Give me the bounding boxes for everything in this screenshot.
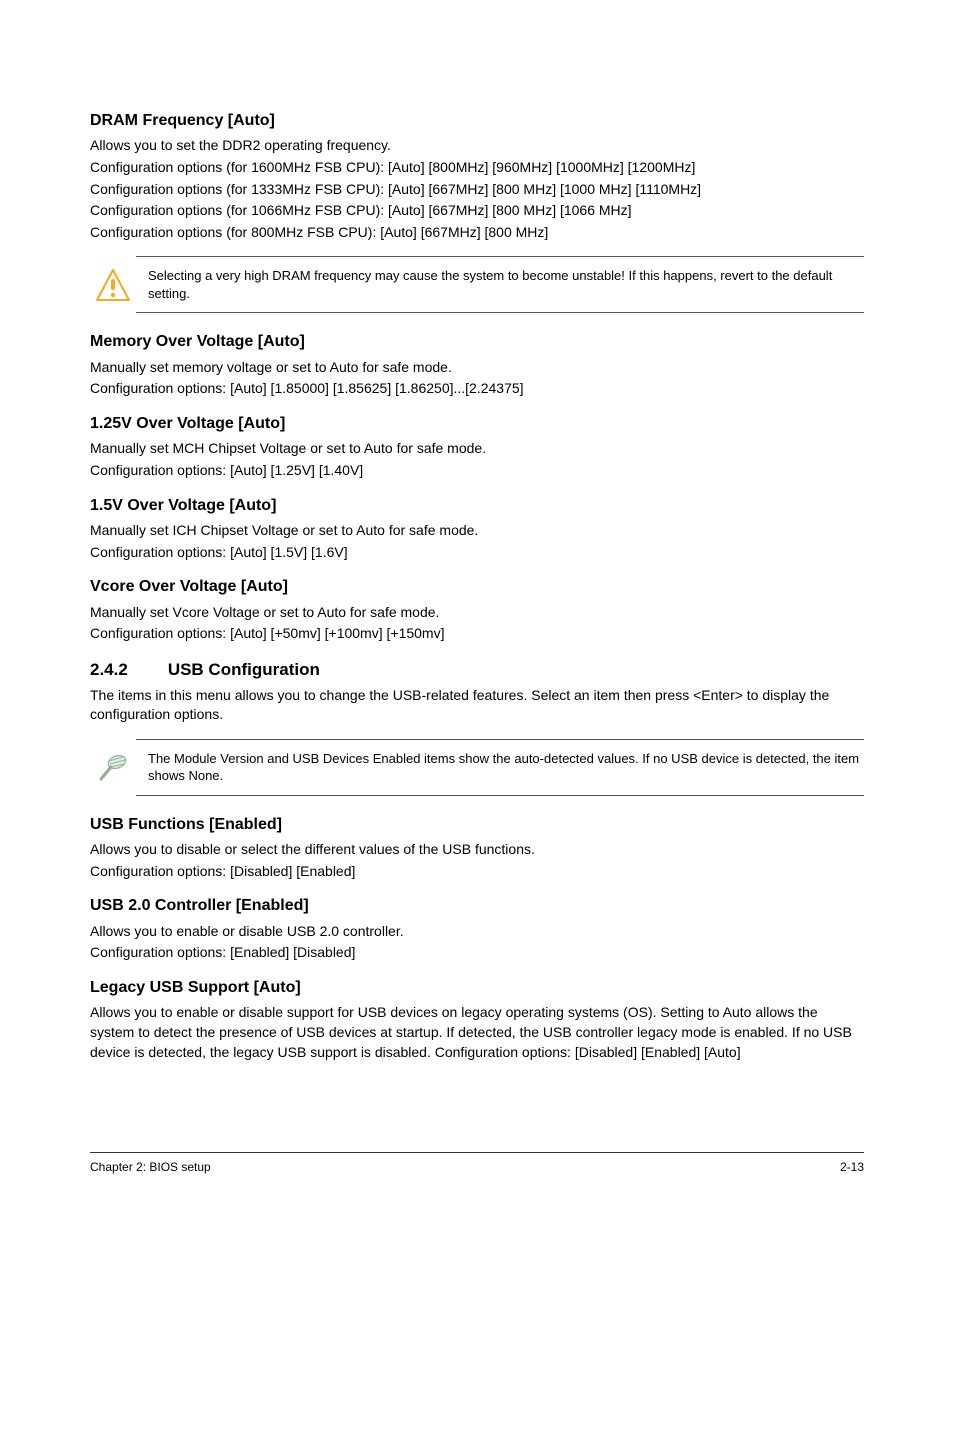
callout-text: The Module Version and USB Devices Enabl…	[136, 739, 864, 796]
callout-warning: Selecting a very high DRAM frequency may…	[90, 256, 864, 313]
body-text: Configuration options: [Enabled] [Disabl…	[90, 943, 864, 963]
body-text: Configuration options (for 1066MHz FSB C…	[90, 201, 864, 221]
body-text: Allows you to enable or disable support …	[90, 1003, 864, 1062]
body-text: Allows you to set the DDR2 operating fre…	[90, 136, 864, 156]
heading-memory-over-voltage: Memory Over Voltage [Auto]	[90, 331, 864, 353]
note-icon	[90, 749, 136, 785]
body-text: Configuration options (for 1600MHz FSB C…	[90, 158, 864, 178]
body-text: Manually set Vcore Voltage or set to Aut…	[90, 603, 864, 623]
callout-note: The Module Version and USB Devices Enabl…	[90, 739, 864, 796]
heading-usb-configuration: 2.4.2 USB Configuration	[90, 658, 864, 682]
body-text: Configuration options: [Auto] [1.85000] …	[90, 379, 864, 399]
footer-page-number: 2-13	[840, 1159, 864, 1176]
body-text: Configuration options (for 800MHz FSB CP…	[90, 223, 864, 243]
body-text: Allows you to enable or disable USB 2.0 …	[90, 922, 864, 942]
heading-15v-over-voltage: 1.5V Over Voltage [Auto]	[90, 495, 864, 517]
body-text: Configuration options: [Auto] [1.25V] [1…	[90, 461, 864, 481]
callout-text: Selecting a very high DRAM frequency may…	[136, 256, 864, 313]
body-text: Manually set ICH Chipset Voltage or set …	[90, 521, 864, 541]
body-text: Configuration options (for 1333MHz FSB C…	[90, 180, 864, 200]
heading-usb-20-controller: USB 2.0 Controller [Enabled]	[90, 895, 864, 917]
heading-vcore-over-voltage: Vcore Over Voltage [Auto]	[90, 576, 864, 598]
body-text: Manually set MCH Chipset Voltage or set …	[90, 439, 864, 459]
body-text: Configuration options: [Auto] [+50mv] [+…	[90, 624, 864, 644]
section-number: 2.4.2	[90, 658, 128, 682]
heading-dram-frequency: DRAM Frequency [Auto]	[90, 110, 864, 132]
warning-icon	[90, 268, 136, 302]
body-text: Configuration options: [Auto] [1.5V] [1.…	[90, 543, 864, 563]
heading-usb-functions: USB Functions [Enabled]	[90, 814, 864, 836]
body-text: Manually set memory voltage or set to Au…	[90, 358, 864, 378]
body-text: Configuration options: [Disabled] [Enabl…	[90, 862, 864, 882]
heading-125v-over-voltage: 1.25V Over Voltage [Auto]	[90, 413, 864, 435]
footer-chapter: Chapter 2: BIOS setup	[90, 1159, 211, 1176]
heading-legacy-usb-support: Legacy USB Support [Auto]	[90, 977, 864, 999]
section-title: USB Configuration	[168, 658, 320, 682]
body-text: The items in this menu allows you to cha…	[90, 686, 864, 725]
page-footer: Chapter 2: BIOS setup 2-13	[90, 1152, 864, 1176]
body-text: Allows you to disable or select the diff…	[90, 840, 864, 860]
